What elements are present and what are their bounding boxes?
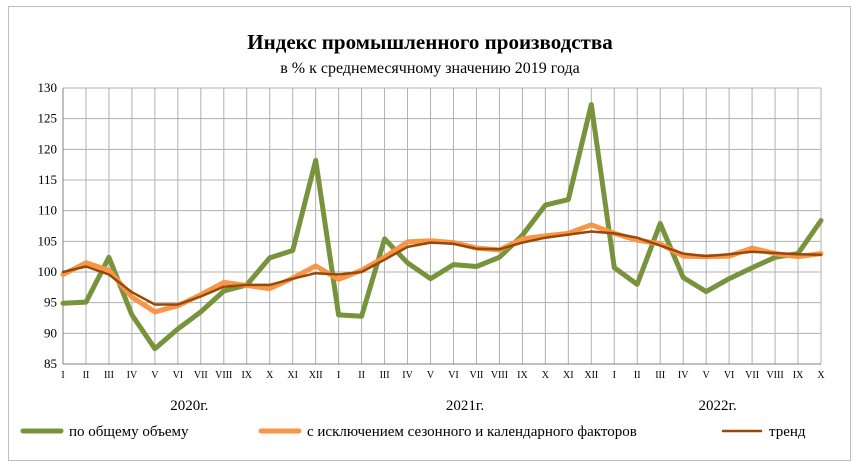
legend-item-1: по общему объему bbox=[20, 424, 189, 440]
year-label: 2020г. bbox=[170, 398, 208, 414]
x-tick-label: V bbox=[427, 370, 435, 381]
grid bbox=[62, 87, 822, 365]
x-tick-label: X bbox=[817, 370, 825, 381]
y-tick-label: 105 bbox=[38, 233, 58, 248]
x-tick-label: IV bbox=[678, 370, 689, 381]
chart-title: Индекс промышленного производства bbox=[247, 30, 613, 54]
x-tick-label: VI bbox=[724, 370, 735, 381]
x-tick-label: VII bbox=[470, 370, 484, 381]
series-line-2 bbox=[60, 222, 824, 315]
x-tick-label: V bbox=[151, 370, 159, 381]
y-tick-label: 115 bbox=[38, 172, 57, 187]
year-label: 2021г. bbox=[446, 398, 484, 414]
x-tick-label: VIII bbox=[491, 370, 508, 381]
series-line-1 bbox=[60, 102, 824, 352]
legend-label: по общему объему bbox=[69, 424, 189, 440]
y-tick-label: 95 bbox=[44, 295, 57, 310]
x-tick-label: III bbox=[655, 370, 665, 381]
x-tick-label: VII bbox=[194, 370, 208, 381]
x-tick-label: IX bbox=[517, 370, 528, 381]
y-tick-label: 130 bbox=[38, 80, 58, 95]
y-tick-label: 90 bbox=[44, 325, 57, 340]
x-tick-label: I bbox=[337, 370, 340, 381]
x-tick-label: XII bbox=[584, 370, 598, 381]
x-tick-label: III bbox=[380, 370, 390, 381]
x-tick-label: X bbox=[266, 370, 274, 381]
y-tick-label: 125 bbox=[38, 111, 58, 126]
x-tick-label: VII bbox=[745, 370, 759, 381]
legend-item-3: тренд bbox=[721, 424, 806, 440]
chart-svg: Индекс промышленного производства в % к … bbox=[20, 30, 826, 440]
x-tick-label: II bbox=[634, 370, 641, 381]
y-tick-label: 120 bbox=[38, 141, 58, 156]
x-tick-label: II bbox=[358, 370, 365, 381]
chart-frame: Индекс промышленного производства в % к … bbox=[8, 6, 851, 461]
series-lines bbox=[60, 102, 824, 352]
x-tick-label: VIII bbox=[215, 370, 232, 381]
x-tick-label: IX bbox=[793, 370, 804, 381]
x-tick-label: VI bbox=[173, 370, 184, 381]
series-line-3 bbox=[61, 230, 823, 306]
chart-subtitle: в % к среднемесячному значению 2019 года bbox=[280, 60, 579, 77]
x-tick-label: VIII bbox=[766, 370, 783, 381]
year-label: 2022г. bbox=[699, 398, 737, 414]
x-tick-label: IV bbox=[127, 370, 138, 381]
x-tick-label: X bbox=[542, 370, 550, 381]
x-tick-label: XII bbox=[309, 370, 323, 381]
x-tick-label: I bbox=[61, 370, 64, 381]
x-tick-label: I bbox=[613, 370, 616, 381]
legend: по общему объему с исключением сезонного … bbox=[20, 424, 806, 440]
x-tick-label: IV bbox=[402, 370, 413, 381]
legend-item-2: с исключением сезонного и календарного ф… bbox=[258, 424, 637, 440]
x-tick-label: III bbox=[104, 370, 114, 381]
legend-label: тренд bbox=[769, 424, 806, 440]
x-tick-label: II bbox=[83, 370, 90, 381]
x-tick-label: V bbox=[703, 370, 711, 381]
y-tick-label: 85 bbox=[44, 356, 57, 371]
y-tick-label: 110 bbox=[38, 203, 57, 218]
x-tick-label: XI bbox=[287, 370, 298, 381]
x-tick-label: VI bbox=[448, 370, 459, 381]
legend-label: с исключением сезонного и календарного ф… bbox=[307, 424, 637, 440]
x-tick-label: IX bbox=[241, 370, 252, 381]
y-tick-label: 100 bbox=[38, 264, 58, 279]
x-tick-label: XI bbox=[563, 370, 574, 381]
